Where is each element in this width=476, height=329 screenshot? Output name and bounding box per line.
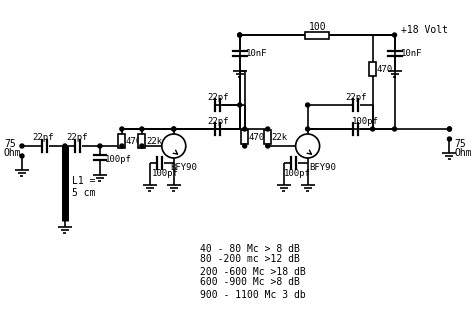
Text: 22pf: 22pf: [345, 92, 367, 102]
Text: 22pf: 22pf: [66, 134, 87, 142]
Circle shape: [237, 33, 241, 37]
Text: 470: 470: [248, 133, 264, 141]
Text: Ohm: Ohm: [4, 148, 21, 158]
Circle shape: [392, 33, 396, 37]
Text: 75: 75: [4, 139, 16, 149]
Text: 470: 470: [126, 137, 142, 145]
Bar: [305, 32, 328, 38]
Text: 200 -600 Mc >18 dB: 200 -600 Mc >18 dB: [199, 267, 305, 277]
Circle shape: [161, 134, 185, 158]
Circle shape: [237, 103, 241, 107]
Text: 470: 470: [376, 64, 392, 73]
Text: 75: 75: [454, 139, 465, 149]
Circle shape: [305, 127, 309, 131]
Circle shape: [119, 144, 124, 148]
Circle shape: [446, 137, 450, 141]
Text: 100pf: 100pf: [105, 156, 131, 164]
Bar: [241, 130, 248, 144]
Circle shape: [171, 127, 176, 131]
Bar: [368, 62, 375, 76]
Text: 22k: 22k: [146, 137, 162, 145]
Text: 22k: 22k: [271, 133, 287, 141]
Text: 10nF: 10nF: [245, 48, 267, 58]
Circle shape: [305, 103, 309, 107]
Circle shape: [242, 127, 246, 131]
Circle shape: [139, 127, 144, 131]
Text: 100: 100: [308, 22, 326, 32]
Text: 600 -900 Mc >8 dB: 600 -900 Mc >8 dB: [199, 277, 299, 287]
Circle shape: [63, 144, 67, 148]
Circle shape: [20, 154, 24, 158]
Circle shape: [119, 127, 124, 131]
Circle shape: [171, 127, 176, 131]
Text: L1 =: L1 =: [72, 176, 95, 186]
Text: 80 -200 mc >12 dB: 80 -200 mc >12 dB: [199, 254, 299, 264]
Text: 900 - 1100 Mc 3 db: 900 - 1100 Mc 3 db: [199, 290, 305, 300]
Circle shape: [20, 144, 24, 148]
Circle shape: [446, 127, 450, 131]
Text: 100pf: 100pf: [351, 116, 377, 125]
Text: BFY90: BFY90: [309, 164, 336, 172]
Circle shape: [242, 144, 246, 148]
Circle shape: [370, 127, 374, 131]
Text: Ohm: Ohm: [454, 148, 471, 158]
Bar: [118, 134, 125, 148]
Circle shape: [98, 144, 102, 148]
Text: 22pf: 22pf: [32, 134, 53, 142]
Bar: [138, 134, 145, 148]
Text: BFY90: BFY90: [169, 164, 196, 172]
Text: 100pf: 100pf: [283, 168, 310, 178]
Circle shape: [265, 144, 269, 148]
Text: 22pf: 22pf: [208, 116, 229, 125]
Text: 22pf: 22pf: [208, 92, 229, 102]
Circle shape: [295, 134, 319, 158]
Circle shape: [446, 127, 450, 131]
Bar: [264, 130, 270, 144]
Text: +18 Volt: +18 Volt: [400, 25, 446, 35]
Text: 5 cm: 5 cm: [72, 188, 95, 198]
Circle shape: [237, 33, 241, 37]
Text: 100pf: 100pf: [151, 168, 178, 178]
Text: 40 - 80 Mc > 8 dB: 40 - 80 Mc > 8 dB: [199, 244, 299, 254]
Circle shape: [392, 127, 396, 131]
Text: 10nF: 10nF: [400, 48, 421, 58]
Circle shape: [265, 127, 269, 131]
Circle shape: [139, 144, 144, 148]
